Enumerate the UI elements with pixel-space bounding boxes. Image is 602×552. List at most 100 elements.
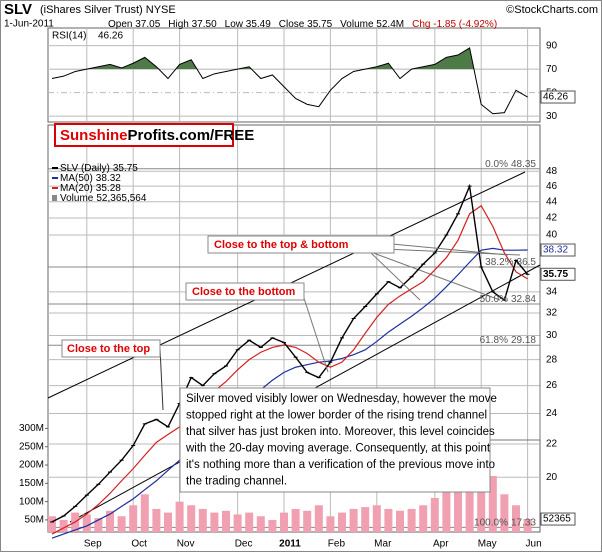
- legend-name: Volume: [60, 193, 94, 204]
- value-tag: [540, 90, 576, 104]
- fib-label: 61.8% 29.18: [480, 335, 537, 346]
- plot: [48, 47, 532, 539]
- quote-line: Open 37.05 High 37.50 Low 35.49 Close 35.75…: [108, 19, 497, 30]
- volume-bar: [164, 512, 172, 532]
- volume-bar: [245, 512, 254, 532]
- y-tick-label: 28: [546, 354, 558, 365]
- x-tick-label: Mar: [374, 539, 392, 550]
- volume-bar: [210, 512, 219, 532]
- volume-bar: [94, 518, 103, 532]
- legend-value: 52,365,564: [96, 193, 146, 204]
- volume-bar: [187, 505, 196, 532]
- fib-pct: 100.0%: [474, 517, 508, 528]
- logo-red: Sunshine: [60, 127, 128, 144]
- value-tag: [540, 512, 576, 526]
- rsi-tick-label: 70: [546, 64, 558, 75]
- annotation-box: [185, 282, 305, 301]
- x-tick-label: Nov: [177, 539, 195, 550]
- volume-bar: [198, 508, 207, 532]
- rsi-tick-label: 30: [546, 111, 558, 122]
- fib-pct: 0.0%: [485, 158, 508, 169]
- date: 1-Jun-2011: [4, 19, 54, 30]
- volume-bar: [82, 514, 91, 532]
- y-tick-label: 44: [546, 196, 558, 207]
- legend-entry: Volume 52,365,564: [60, 193, 147, 204]
- volume-bar: [140, 494, 149, 532]
- rsi-line: [51, 47, 528, 115]
- y-tick-label: 46: [546, 181, 558, 192]
- fib-value: 17.33: [511, 517, 536, 528]
- volume-bar: [384, 508, 393, 532]
- volume-bar: [233, 514, 242, 532]
- quote-item: Low 35.49: [225, 19, 272, 30]
- volume-bar: [349, 508, 358, 532]
- annotation-box: [61, 339, 161, 358]
- y-tick-label: 40: [546, 230, 558, 241]
- comment-line: it's nothing more than a verification of…: [186, 459, 495, 471]
- x-tick-label: Oct: [131, 539, 147, 550]
- x-tick-label: Sep: [84, 539, 102, 550]
- arrow: [391, 243, 509, 256]
- fib-pct: 61.8%: [480, 335, 508, 346]
- annotation-box: [207, 235, 395, 254]
- arrow: [369, 251, 421, 301]
- value-tag-label: 52365: [543, 514, 571, 525]
- x-tick-label: Apr: [433, 539, 449, 550]
- price-line: [51, 183, 529, 523]
- fib-pct: 38.2%: [485, 257, 513, 268]
- quote-item: Open 37.05: [108, 19, 161, 30]
- volume-bar: [430, 497, 439, 532]
- arrow: [159, 347, 164, 411]
- rsi-panel: [47, 27, 541, 123]
- legend-entry: SLV (Daily) 35.75: [60, 163, 138, 174]
- annotations: Close to the top & bottom Close to the b…: [61, 235, 541, 493]
- volume-bar: [454, 479, 462, 532]
- legend-value: 35.28: [96, 183, 121, 194]
- volume-tick-label: 50M: [25, 515, 44, 526]
- y-tick-label: 42: [546, 213, 558, 224]
- quote-item: Chg -1.85 (-4.92%): [412, 19, 497, 30]
- annotation: Close to the top & bottom: [214, 239, 349, 251]
- x-tick-label: 2011: [279, 539, 301, 550]
- volume-tick-label: 300M: [19, 423, 44, 434]
- source: ©StockCharts.com: [506, 4, 598, 16]
- volume-bar: [291, 508, 300, 532]
- volume-bar: [396, 510, 404, 532]
- volume-bar: [338, 512, 346, 532]
- value-tag-label: 35.75: [543, 269, 568, 280]
- volume-bar: [314, 505, 323, 532]
- legend-entry: MA(20) 35.28: [60, 183, 121, 194]
- rsi-legend-value: 46.26: [98, 31, 123, 42]
- volume-bar: [488, 476, 497, 532]
- volume-bar: [59, 519, 68, 532]
- volume-bar: [419, 505, 428, 532]
- volume-bar: [48, 516, 56, 532]
- volume-bar: [326, 516, 335, 532]
- y-tick-label: 30: [546, 330, 558, 341]
- fib-value: 36.5: [517, 257, 537, 268]
- volume-tick-label: 100M: [19, 496, 44, 507]
- volume-tick-label: 200M: [19, 460, 44, 471]
- logo: SunshineProfits.com/FREE: [60, 127, 254, 144]
- comment-box: [179, 387, 491, 493]
- volume-bar: [523, 519, 532, 532]
- volume-bar: [512, 505, 520, 532]
- volume-bar: [129, 505, 138, 532]
- arrow: [301, 291, 329, 373]
- volume-bar: [117, 516, 126, 532]
- y-tick-label: 22: [546, 439, 558, 450]
- volume-bar: [256, 516, 265, 532]
- volume-bar: [106, 510, 114, 532]
- volume-bar: [500, 494, 509, 532]
- x-tick-label: Jun: [526, 539, 542, 550]
- comment-line: that silver has just broken into. Moreov…: [186, 426, 495, 438]
- comment-line: with the 20-day moving average. Conseque…: [185, 443, 491, 455]
- volume-bar: [372, 505, 381, 532]
- volume-bar: [222, 510, 230, 532]
- comment: Silver moved visibly lower on Wednesday,…: [185, 393, 497, 488]
- y-tick-label: 26: [546, 380, 558, 391]
- value-tag-label: 46.26: [543, 92, 568, 103]
- volume-bar: [477, 457, 486, 532]
- legend-value: 38.32: [96, 173, 121, 184]
